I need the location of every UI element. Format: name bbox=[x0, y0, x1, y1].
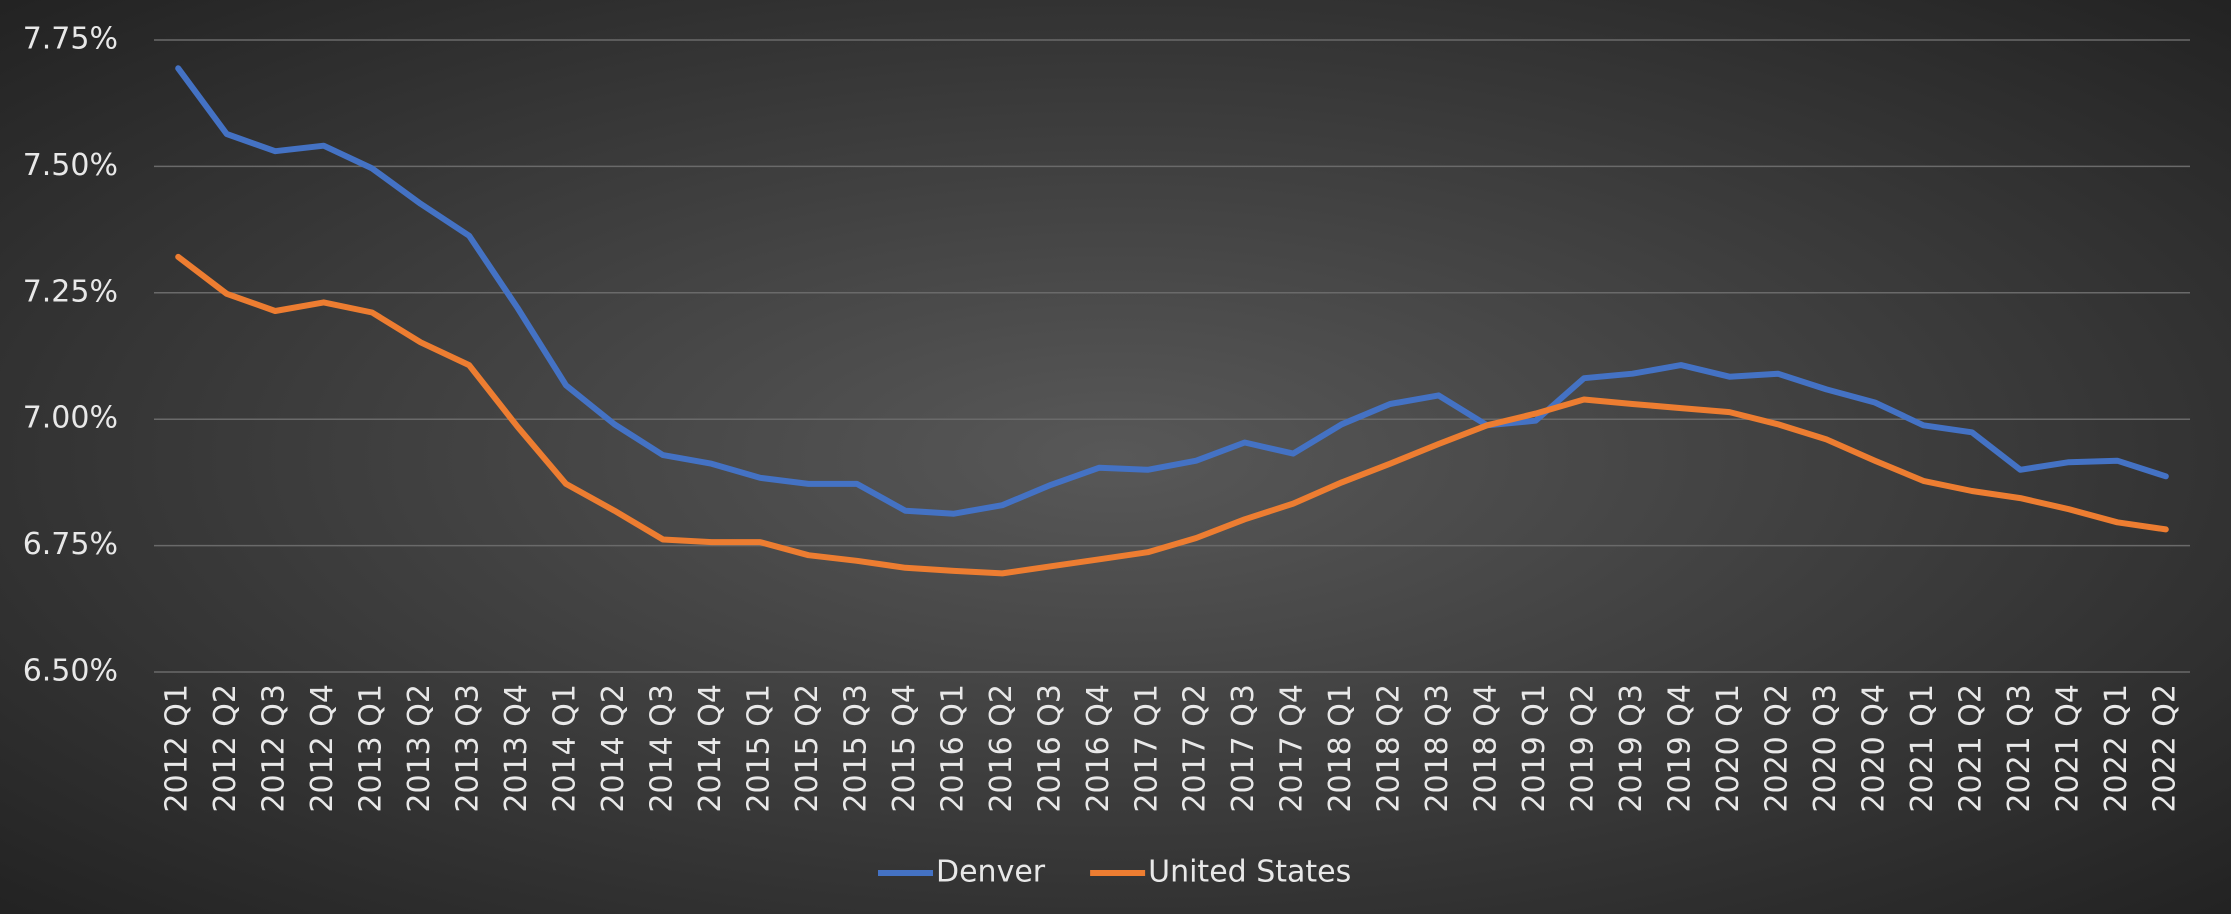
x-tick-label: 2022 Q2 bbox=[2147, 684, 2182, 813]
x-tick-label: 2014 Q4 bbox=[693, 684, 728, 813]
x-tick-label: 2018 Q3 bbox=[1420, 684, 1455, 813]
line-series bbox=[175, 253, 2169, 577]
x-tick-label: 2019 Q1 bbox=[1517, 684, 1552, 813]
x-tick-label: 2013 Q2 bbox=[402, 684, 437, 813]
legend-label: Denver bbox=[936, 855, 1046, 890]
x-tick-label: 2017 Q4 bbox=[1275, 684, 1310, 813]
y-tick-label: 6.50% bbox=[23, 654, 118, 689]
y-tick-label: 7.00% bbox=[23, 401, 118, 436]
x-tick-label: 2015 Q4 bbox=[887, 684, 922, 813]
x-tick-label: 2015 Q3 bbox=[838, 684, 873, 813]
x-tick-label: 2019 Q3 bbox=[1614, 684, 1649, 813]
x-tick-label: 2015 Q2 bbox=[790, 684, 825, 813]
x-tick-label: 2021 Q4 bbox=[2050, 684, 2085, 813]
x-tick-label: 2020 Q3 bbox=[1808, 684, 1843, 813]
x-tick-label: 2012 Q1 bbox=[160, 684, 195, 813]
legend-label: United States bbox=[1148, 855, 1351, 890]
x-tick-label: 2019 Q4 bbox=[1663, 684, 1698, 813]
x-tick-label: 2021 Q1 bbox=[1905, 684, 1940, 813]
y-tick-label: 7.75% bbox=[23, 22, 118, 57]
x-tick-label: 2016 Q3 bbox=[1032, 684, 1067, 813]
x-tick-label: 2012 Q3 bbox=[257, 684, 292, 813]
x-tick-label: 2015 Q1 bbox=[741, 684, 776, 813]
x-tick-label: 2021 Q2 bbox=[1953, 684, 1988, 813]
line-series bbox=[175, 65, 2169, 517]
y-tick-label: 7.25% bbox=[23, 274, 118, 309]
x-tick-label: 2012 Q2 bbox=[208, 684, 243, 813]
x-tick-label: 2022 Q1 bbox=[2099, 684, 2134, 813]
x-tick-label: 2013 Q1 bbox=[354, 684, 389, 813]
x-tick-label: 2012 Q4 bbox=[305, 684, 340, 813]
x-tick-label: 2018 Q2 bbox=[1372, 684, 1407, 813]
x-tick-label: 2020 Q1 bbox=[1711, 684, 1746, 813]
x-tick-label: 2020 Q4 bbox=[1856, 684, 1891, 813]
x-tick-label: 2017 Q3 bbox=[1226, 684, 1261, 813]
y-tick-label: 7.50% bbox=[23, 148, 118, 183]
x-tick-label: 2016 Q2 bbox=[984, 684, 1019, 813]
x-tick-label: 2017 Q1 bbox=[1129, 684, 1164, 813]
x-tick-label: 2013 Q4 bbox=[499, 684, 534, 813]
y-tick-label: 6.75% bbox=[23, 527, 118, 562]
x-tick-label: 2020 Q2 bbox=[1759, 684, 1794, 813]
x-tick-label: 2014 Q3 bbox=[645, 684, 680, 813]
x-tick-label: 2013 Q3 bbox=[451, 684, 486, 813]
x-tick-label: 2021 Q3 bbox=[2002, 684, 2037, 813]
x-tick-label: 2019 Q2 bbox=[1566, 684, 1601, 813]
x-tick-label: 2016 Q4 bbox=[1081, 684, 1116, 813]
x-tick-label: 2014 Q2 bbox=[596, 684, 631, 813]
x-tick-label: 2014 Q1 bbox=[548, 684, 583, 813]
x-tick-label: 2018 Q4 bbox=[1469, 684, 1504, 813]
x-tick-label: 2017 Q2 bbox=[1178, 684, 1213, 813]
x-tick-label: 2018 Q1 bbox=[1323, 684, 1358, 813]
x-tick-label: 2016 Q1 bbox=[935, 684, 970, 813]
